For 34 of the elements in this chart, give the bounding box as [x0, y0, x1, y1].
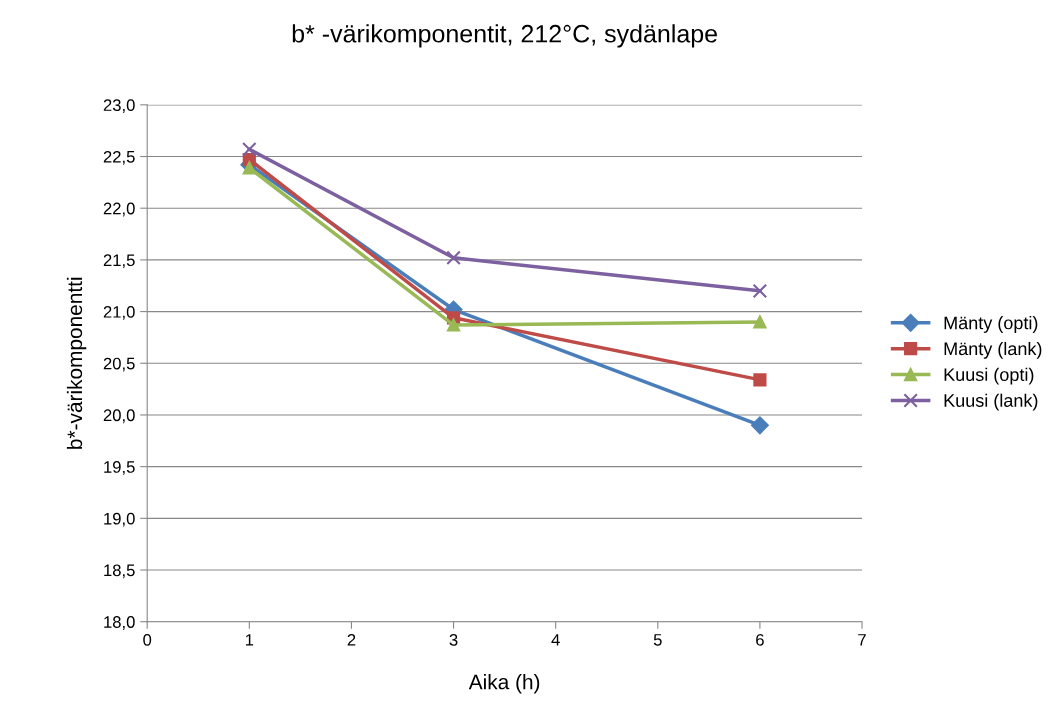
- y-tick-label: 20,5: [103, 357, 135, 372]
- x-tick-label: 7: [858, 634, 866, 646]
- y-tick-label: 22,5: [103, 150, 135, 165]
- chart-title: b* -värikomponentit, 212°C, sydänlape: [292, 24, 717, 48]
- point: [446, 250, 461, 266]
- point: [242, 141, 257, 157]
- point: [446, 318, 461, 332]
- x-tick-label: 4: [551, 634, 560, 646]
- legend-label: Mänty (opti): [944, 316, 1038, 333]
- x-tick-label: 2: [347, 633, 356, 646]
- point: [753, 315, 767, 329]
- point: [753, 373, 767, 387]
- y-tick-label: 21,5: [103, 254, 135, 269]
- y-tick-label: 21,0: [103, 305, 135, 320]
- y-axis-title: b*-värikomponentti: [66, 277, 87, 449]
- x-axis-title: Aika (h): [468, 674, 540, 694]
- legend-label: Mänty (lank): [944, 341, 1042, 359]
- y-tick-label: 20,0: [103, 409, 135, 424]
- y-tick-label: 23,0: [103, 99, 135, 113]
- y-tick-label: 22,0: [103, 202, 135, 217]
- x-tick-label: 6: [756, 633, 764, 646]
- x-tick-label: 1: [245, 634, 254, 646]
- x-tick-label: 3: [449, 633, 458, 646]
- legend-label: Kuusi (lank): [944, 393, 1038, 411]
- y-tick-label: 18,5: [104, 564, 135, 579]
- point: [242, 161, 256, 175]
- x-tick-label: 5: [653, 634, 662, 646]
- y-tick-label: 18,0: [104, 616, 135, 630]
- point: [751, 416, 769, 435]
- y-tick-label: 19,5: [104, 461, 135, 475]
- point: [752, 283, 768, 299]
- x-tick-label: 0: [143, 633, 152, 646]
- legend-label: Kuusi (opti): [944, 367, 1034, 385]
- y-tick-label: 19,0: [104, 512, 135, 527]
